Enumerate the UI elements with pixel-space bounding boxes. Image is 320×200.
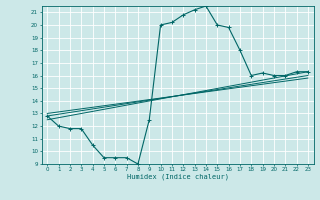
- X-axis label: Humidex (Indice chaleur): Humidex (Indice chaleur): [127, 174, 228, 180]
